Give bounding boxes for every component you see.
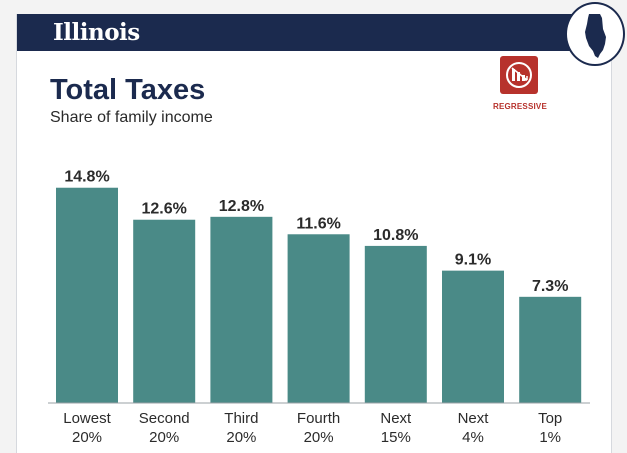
category-label-2-line-2: 20% [149, 429, 179, 446]
chart-title: Total Taxes [50, 74, 206, 106]
bar-2 [133, 219, 196, 403]
state-name: Illinois [53, 19, 140, 46]
chart-subtitle: Share of family income [50, 109, 213, 126]
state-header-bar: Illinois [17, 14, 613, 51]
category-label-5-line-1: Next [380, 410, 412, 427]
bar-7 [519, 296, 582, 403]
data-label-4: 11.6% [296, 215, 340, 232]
category-label-7-line-2: 1% [539, 429, 561, 446]
bar-3 [210, 216, 273, 403]
bar-6 [442, 270, 504, 403]
category-label-1-line-2: 20% [72, 429, 102, 446]
bar-4 [287, 234, 350, 403]
declining-bars-icon [500, 56, 538, 94]
category-label-5-line-2: 15% [381, 429, 411, 446]
category-label-4-line-1: Fourth [297, 410, 340, 427]
data-label-7: 7.3% [532, 278, 568, 295]
data-label-5: 10.8% [373, 227, 418, 244]
bar-5 [364, 245, 427, 403]
data-label-1: 14.8% [64, 169, 109, 186]
category-label-3-line-1: Third [224, 410, 258, 427]
category-label-2-line-1: Second [139, 410, 190, 427]
category-label-1-line-1: Lowest [63, 410, 111, 427]
data-label-6: 9.1% [455, 252, 491, 269]
illinois-state-icon [565, 2, 625, 66]
category-label-6-line-1: Next [458, 410, 490, 427]
category-label-4-line-2: 20% [304, 429, 334, 446]
regressive-label: REGRESSIVE [492, 102, 547, 111]
category-label-7-line-1: Top [538, 410, 562, 427]
bar-1 [56, 187, 118, 403]
category-label-3-line-2: 20% [226, 429, 256, 446]
data-label-3: 12.8% [219, 198, 264, 215]
category-label-6-line-2: 4% [462, 429, 484, 446]
data-label-2: 12.6% [142, 201, 187, 218]
